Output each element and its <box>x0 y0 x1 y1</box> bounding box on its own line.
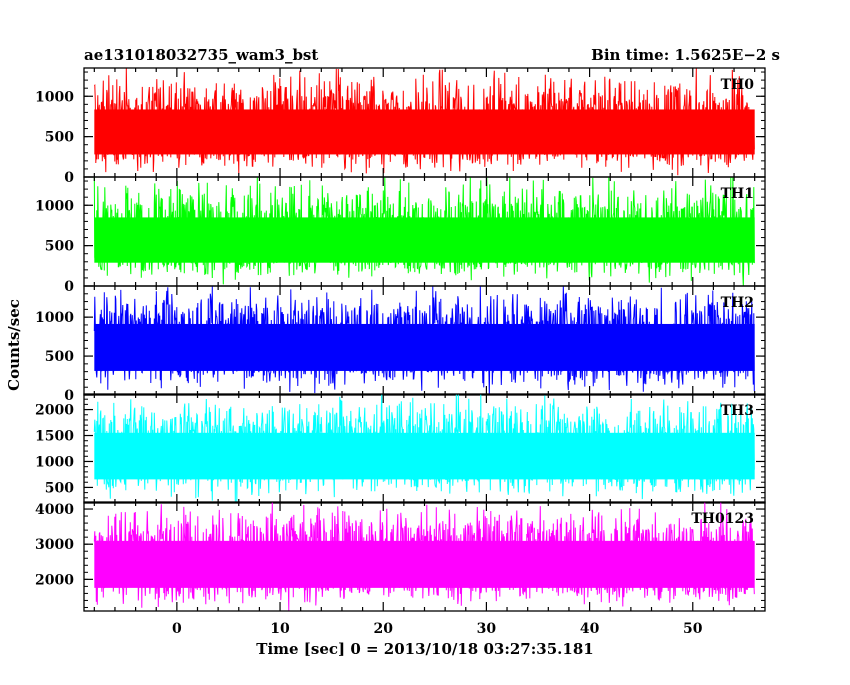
panel-th0: 0 500 1000 TH0 <box>35 67 766 186</box>
x-tick-label: 40 <box>580 621 600 637</box>
panels-group: 05001000TH005001000TH105001000TH25001000… <box>35 67 766 637</box>
panel-label-th0: TH0 <box>721 77 755 93</box>
y-axis-label: Counts/sec <box>5 299 23 391</box>
series-line-th2 <box>93 286 755 395</box>
x-axis-label: Time [sec] 0 = 2013/10/18 03:27:35.181 <box>256 640 593 658</box>
x-tick-label: 0 <box>172 621 182 637</box>
panel-th1: 0 500 1000 TH1 <box>35 176 766 295</box>
y-tick-label: 0 <box>64 170 74 186</box>
series-line-th0123 <box>93 502 755 611</box>
series-line-th1 <box>93 177 755 286</box>
y-tick-label: 1000 <box>35 310 74 326</box>
y-tick-label: 1000 <box>35 89 74 105</box>
chart-title-left: ae131018032735_wam3_bst <box>84 46 318 64</box>
x-tick-label: 30 <box>477 621 497 637</box>
y-tick-label: 4000 <box>35 502 74 518</box>
y-tick-label: 1000 <box>35 198 74 214</box>
panel-th0123: 2000 3000 4000 TH0123 <box>35 501 766 612</box>
x-tick-label: 20 <box>373 621 393 637</box>
series-line-th0 <box>93 68 755 176</box>
y-tick-label: 3000 <box>35 537 74 553</box>
series-line-th3 <box>93 394 755 503</box>
panel-th2: 0 500 1000 TH2 <box>35 285 766 404</box>
panel-label-th0123: TH0123 <box>691 511 754 527</box>
chart-title-right: Bin time: 1.5625E−2 s <box>591 46 780 64</box>
x-tick-label: 50 <box>683 621 703 637</box>
y-tick-label: 0 <box>64 388 74 404</box>
y-tick-label: 500 <box>45 239 74 255</box>
y-tick-label: 500 <box>45 349 74 365</box>
panel-label-th3: TH3 <box>721 403 754 419</box>
panel-label-th1: TH1 <box>721 186 754 202</box>
y-tick-label: 500 <box>45 130 74 146</box>
y-tick-label: 2000 <box>35 572 74 588</box>
panel-th3: 500 1000 1500 2000 TH3 <box>35 393 766 504</box>
x-tick-label: 10 <box>270 621 290 637</box>
y-tick-label: 2000 <box>35 403 74 419</box>
y-tick-label: 500 <box>45 480 74 496</box>
panel-label-th2: TH2 <box>721 295 754 311</box>
y-tick-label: 0 <box>64 279 74 295</box>
y-tick-label: 1500 <box>35 429 74 445</box>
y-tick-label: 1000 <box>35 454 74 470</box>
